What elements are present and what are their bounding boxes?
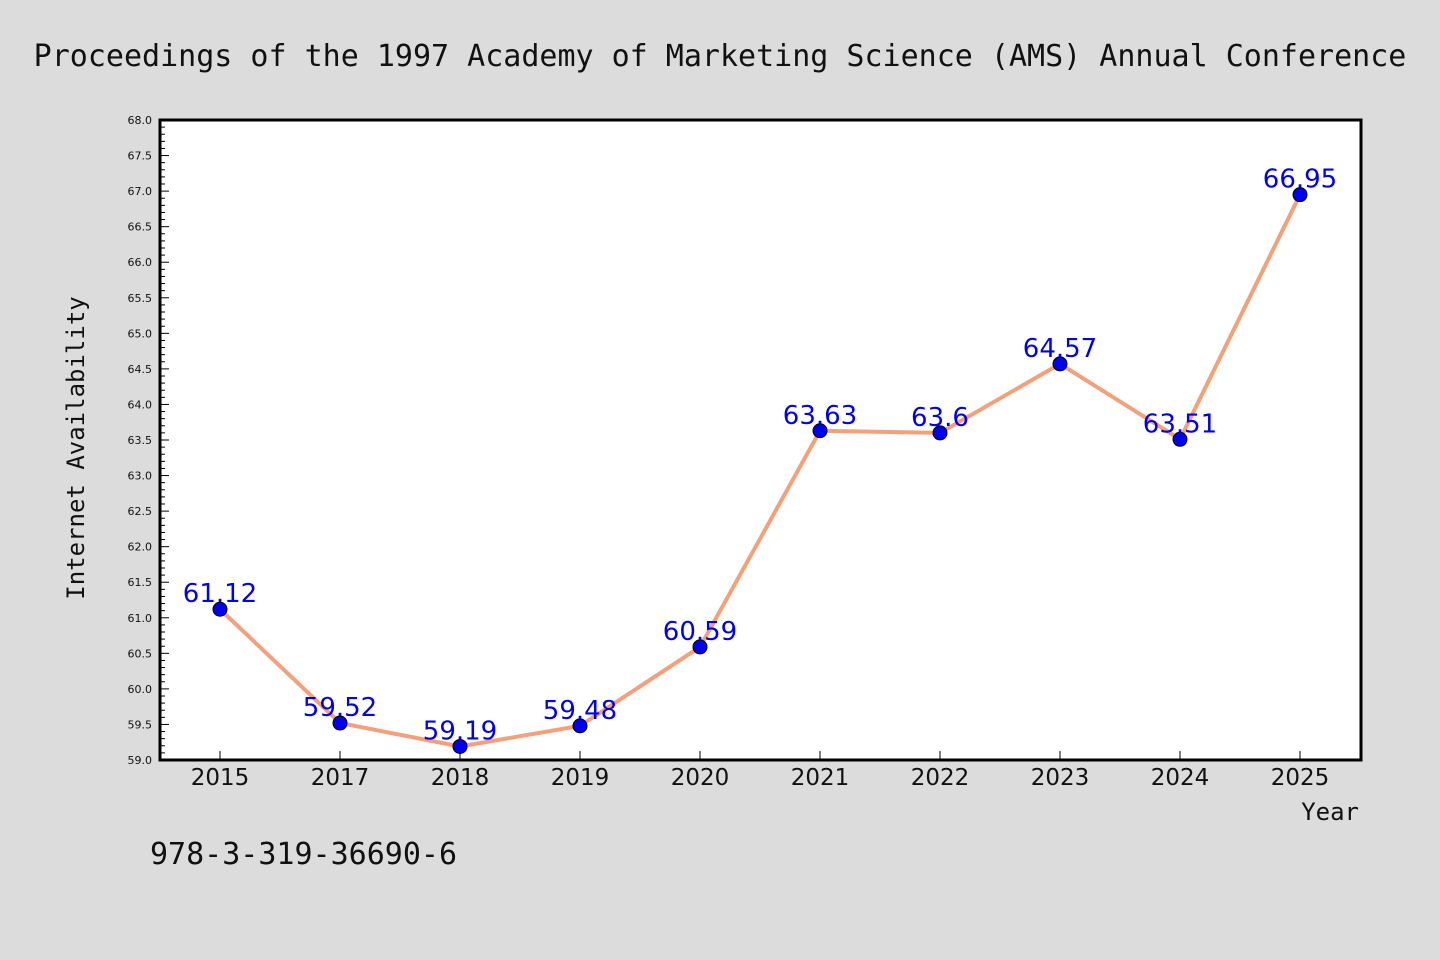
data-point [1172,431,1188,447]
y-axis-title: Internet Availability [62,296,90,599]
y-tick-label: 67.0 [128,185,153,198]
data-label: 63.6 [911,403,969,433]
data-label: 63.51 [1143,409,1217,439]
data-label: 64.57 [1023,334,1097,364]
y-tick-label: 65.5 [128,292,153,305]
y-tick-label: 67.5 [128,150,153,163]
y-tick-label: 60.5 [128,647,153,660]
x-tick-label: 2018 [431,765,490,791]
series-line [218,192,1302,749]
y-tick-label: 64.5 [128,363,153,376]
y-tick-label: 63.5 [128,434,153,447]
y-tick-label: 65.0 [128,327,153,340]
data-point [452,738,468,754]
data-point [212,601,228,617]
data-point [812,423,828,439]
data-label: 63.63 [783,401,857,431]
isbn-footer: 978-3-319-36690-6 [150,837,457,872]
y-tick-label: 59.5 [128,718,153,731]
y-tick-label: 66.5 [128,221,153,234]
data-point [1292,187,1308,203]
chart-title: Proceedings of the 1997 Academy of Marke… [34,39,1407,74]
y-tick-label: 66.0 [128,256,153,269]
data-label: 61.12 [183,579,257,609]
data-point [932,425,948,441]
series-layer: 61.12 59.52 59.19 59.48 60.59 63.63 63.6 64.57 6… [183,165,1337,754]
x-tick-label: 2019 [551,765,610,791]
y-axis: 59.0 59.5 60.0 60.5 61.0 61.5 62.0 62.5 63.0 63.5… [128,114,169,767]
data-point [692,639,708,655]
y-tick-label: 60.0 [128,683,153,696]
y-tick-label: 62.5 [128,505,153,518]
x-tick-label: 2015 [191,765,250,791]
x-tick-label: 2025 [1271,765,1330,791]
x-axis: 2015 2017 2018 2019 2020 2021 2022 2023 2024 2025 [191,751,1330,791]
x-tick-label: 2021 [791,765,850,791]
plot-area [158,118,1363,762]
y-tick-label: 61.5 [128,576,153,589]
x-axis-title: Year [1301,798,1359,826]
data-label: 59.48 [543,696,617,726]
x-tick-label: 2017 [311,765,370,791]
y-tick-label: 61.0 [128,612,153,625]
data-point [572,718,588,734]
x-tick-label: 2023 [1031,765,1090,791]
y-tick-label: 59.0 [128,754,153,767]
x-tick-label: 2024 [1151,765,1210,791]
y-tick-label: 63.0 [128,470,153,483]
data-label: 59.52 [303,693,377,723]
data-point [332,715,348,731]
y-tick-label: 62.0 [128,541,153,554]
data-label: 60.59 [663,617,737,647]
y-tick-label: 68.0 [128,114,153,127]
data-point [1052,356,1068,372]
data-label: 59.19 [423,716,497,746]
x-tick-label: 2022 [911,765,970,791]
x-tick-label: 2020 [671,765,730,791]
data-label: 66.95 [1263,165,1337,195]
y-tick-label: 64.0 [128,398,153,411]
